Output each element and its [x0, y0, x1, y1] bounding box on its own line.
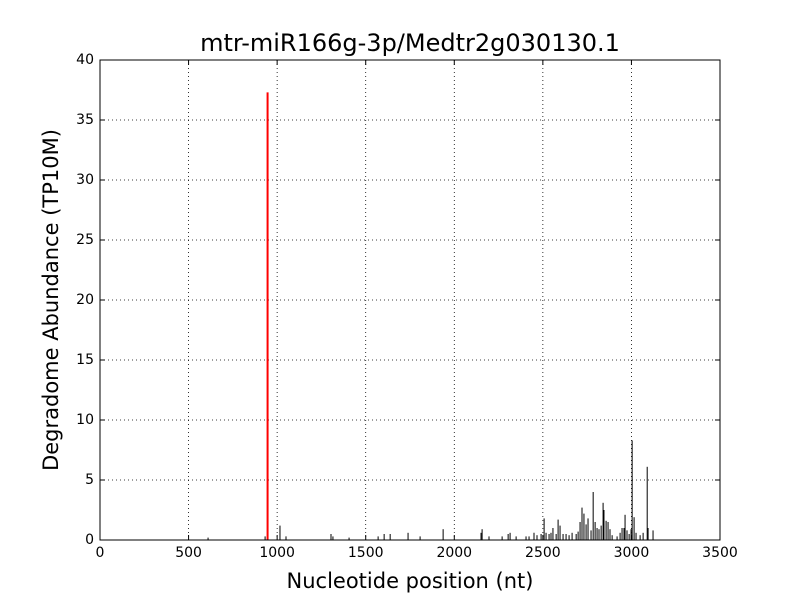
x-tick-label: 1000 — [259, 545, 295, 561]
chart-title: mtr-miR166g-3p/Medtr2g030130.1 — [200, 29, 620, 57]
x-tick-label: 1500 — [348, 545, 384, 561]
y-tick-label: 30 — [76, 172, 94, 188]
ticks: 0 500 1000 1500 2000 2500 3000 3500 0 5 10 15 20 25 30… — [76, 52, 738, 561]
y-tick-label: 0 — [85, 532, 94, 548]
grid — [99, 59, 721, 541]
y-tick-label: 25 — [76, 232, 94, 248]
x-tick-label: 500 — [175, 545, 202, 561]
x-tick-label: 2500 — [525, 545, 561, 561]
x-tick-label: 3000 — [614, 545, 650, 561]
x-tick-label: 2000 — [436, 545, 472, 561]
y-tick-label: 5 — [85, 472, 94, 488]
y-tick-label: 15 — [76, 352, 94, 368]
x-tick-label: 0 — [96, 545, 105, 561]
x-axis-label: Nucleotide position (nt) — [287, 569, 534, 593]
y-axis-label: Degradome Abundance (TP10M) — [39, 129, 63, 471]
y-tick-label: 40 — [76, 52, 94, 68]
y-tick-label: 35 — [76, 112, 94, 128]
y-tick-label: 10 — [76, 412, 94, 428]
marks — [207, 92, 654, 540]
y-tick-label: 20 — [76, 292, 94, 308]
x-tick-label: 3500 — [702, 545, 738, 561]
